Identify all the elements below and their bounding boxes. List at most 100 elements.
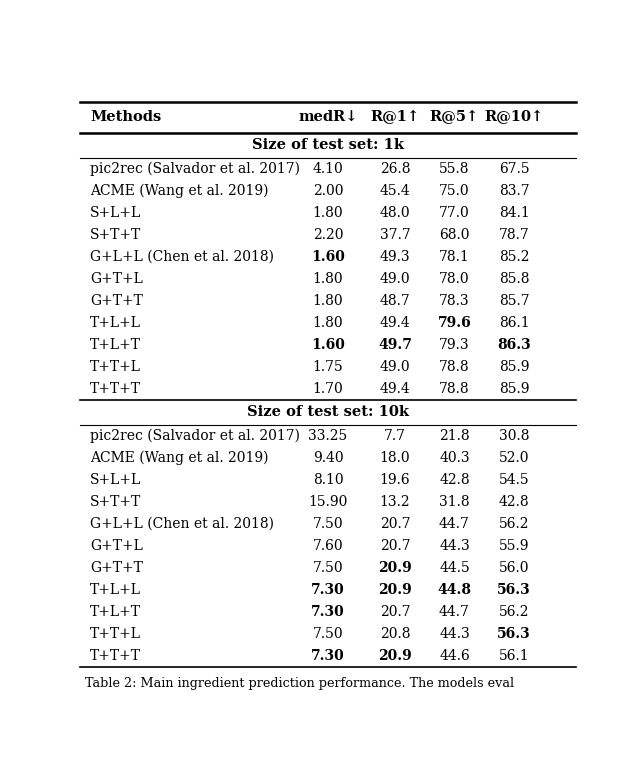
Text: 7.50: 7.50 bbox=[313, 517, 343, 531]
Text: Methods: Methods bbox=[90, 111, 161, 124]
Text: 49.0: 49.0 bbox=[380, 272, 410, 286]
Text: 1.75: 1.75 bbox=[312, 360, 344, 374]
Text: S+T+T: S+T+T bbox=[90, 228, 141, 242]
Text: 49.0: 49.0 bbox=[380, 360, 410, 374]
Text: 1.60: 1.60 bbox=[311, 250, 345, 264]
Text: 37.7: 37.7 bbox=[380, 228, 410, 242]
Text: S+T+T: S+T+T bbox=[90, 495, 141, 509]
Text: 85.2: 85.2 bbox=[499, 250, 529, 264]
Text: 79.6: 79.6 bbox=[438, 316, 471, 330]
Text: 44.7: 44.7 bbox=[439, 517, 470, 531]
Text: 48.7: 48.7 bbox=[380, 294, 410, 308]
Text: 85.9: 85.9 bbox=[499, 360, 529, 374]
Text: medR↓: medR↓ bbox=[298, 111, 358, 124]
Text: 56.2: 56.2 bbox=[499, 605, 529, 619]
Text: 31.8: 31.8 bbox=[439, 495, 470, 509]
Text: 85.7: 85.7 bbox=[499, 294, 529, 308]
Text: 86.3: 86.3 bbox=[497, 338, 531, 352]
Text: 7.7: 7.7 bbox=[384, 429, 406, 443]
Text: 48.0: 48.0 bbox=[380, 206, 410, 220]
Text: 78.0: 78.0 bbox=[439, 272, 470, 286]
Text: 44.3: 44.3 bbox=[439, 627, 470, 641]
Text: ACME (Wang et al. 2019): ACME (Wang et al. 2019) bbox=[90, 451, 268, 465]
Text: 19.6: 19.6 bbox=[380, 473, 410, 487]
Text: 49.3: 49.3 bbox=[380, 250, 410, 264]
Text: 67.5: 67.5 bbox=[499, 162, 529, 175]
Text: Size of test set: 1k: Size of test set: 1k bbox=[252, 138, 404, 152]
Text: 78.1: 78.1 bbox=[439, 250, 470, 264]
Text: 20.9: 20.9 bbox=[378, 561, 412, 575]
Text: 1.80: 1.80 bbox=[313, 206, 343, 220]
Text: 7.30: 7.30 bbox=[311, 605, 345, 619]
Text: 42.8: 42.8 bbox=[439, 473, 470, 487]
Text: 45.4: 45.4 bbox=[380, 184, 410, 198]
Text: 44.8: 44.8 bbox=[438, 583, 472, 597]
Text: 8.10: 8.10 bbox=[313, 473, 343, 487]
Text: 40.3: 40.3 bbox=[439, 451, 470, 465]
Text: 75.0: 75.0 bbox=[439, 184, 470, 198]
Text: 55.9: 55.9 bbox=[499, 539, 529, 553]
Text: 77.0: 77.0 bbox=[439, 206, 470, 220]
Text: T+T+L: T+T+L bbox=[90, 360, 141, 374]
Text: T+T+T: T+T+T bbox=[90, 649, 141, 663]
Text: Size of test set: 10k: Size of test set: 10k bbox=[247, 405, 409, 420]
Text: 7.50: 7.50 bbox=[313, 627, 343, 641]
Text: S+L+L: S+L+L bbox=[90, 206, 141, 220]
Text: 42.8: 42.8 bbox=[499, 495, 529, 509]
Text: 7.30: 7.30 bbox=[311, 649, 345, 663]
Text: 56.1: 56.1 bbox=[499, 649, 529, 663]
Text: 1.80: 1.80 bbox=[313, 316, 343, 330]
Text: Table 2: Main ingredient prediction performance. The models eval: Table 2: Main ingredient prediction perf… bbox=[85, 677, 514, 690]
Text: 13.2: 13.2 bbox=[380, 495, 410, 509]
Text: R@1↑: R@1↑ bbox=[371, 110, 420, 124]
Text: 78.8: 78.8 bbox=[439, 382, 470, 396]
Text: T+L+T: T+L+T bbox=[90, 338, 141, 352]
Text: 21.8: 21.8 bbox=[439, 429, 470, 443]
Text: 44.5: 44.5 bbox=[439, 561, 470, 575]
Text: 49.7: 49.7 bbox=[378, 338, 412, 352]
Text: 2.00: 2.00 bbox=[313, 184, 343, 198]
Text: 7.60: 7.60 bbox=[313, 539, 343, 553]
Text: pic2rec (Salvador et al. 2017): pic2rec (Salvador et al. 2017) bbox=[90, 429, 300, 443]
Text: R@5↑: R@5↑ bbox=[430, 110, 479, 124]
Text: 44.7: 44.7 bbox=[439, 605, 470, 619]
Text: 30.8: 30.8 bbox=[499, 429, 529, 443]
Text: 84.1: 84.1 bbox=[499, 206, 529, 220]
Text: T+T+T: T+T+T bbox=[90, 382, 141, 396]
Text: G+L+L (Chen et al. 2018): G+L+L (Chen et al. 2018) bbox=[90, 517, 274, 531]
Text: 86.1: 86.1 bbox=[499, 316, 529, 330]
Text: 52.0: 52.0 bbox=[499, 451, 529, 465]
Text: T+L+T: T+L+T bbox=[90, 605, 141, 619]
Text: ACME (Wang et al. 2019): ACME (Wang et al. 2019) bbox=[90, 183, 268, 198]
Text: R@10↑: R@10↑ bbox=[484, 110, 543, 124]
Text: 44.3: 44.3 bbox=[439, 539, 470, 553]
Text: pic2rec (Salvador et al. 2017): pic2rec (Salvador et al. 2017) bbox=[90, 162, 300, 175]
Text: 1.60: 1.60 bbox=[311, 338, 345, 352]
Text: 56.2: 56.2 bbox=[499, 517, 529, 531]
Text: 2.20: 2.20 bbox=[313, 228, 343, 242]
Text: 85.9: 85.9 bbox=[499, 382, 529, 396]
Text: 33.25: 33.25 bbox=[308, 429, 348, 443]
Text: 20.8: 20.8 bbox=[380, 627, 410, 641]
Text: 7.50: 7.50 bbox=[313, 561, 343, 575]
Text: T+L+L: T+L+L bbox=[90, 316, 141, 330]
Text: 78.7: 78.7 bbox=[499, 228, 529, 242]
Text: 1.80: 1.80 bbox=[313, 272, 343, 286]
Text: T+T+L: T+T+L bbox=[90, 627, 141, 641]
Text: 55.8: 55.8 bbox=[439, 162, 470, 175]
Text: 7.30: 7.30 bbox=[311, 583, 345, 597]
Text: G+T+L: G+T+L bbox=[90, 539, 143, 553]
Text: S+L+L: S+L+L bbox=[90, 473, 141, 487]
Text: 20.7: 20.7 bbox=[380, 517, 410, 531]
Text: 18.0: 18.0 bbox=[380, 451, 410, 465]
Text: 26.8: 26.8 bbox=[380, 162, 410, 175]
Text: 4.10: 4.10 bbox=[312, 162, 344, 175]
Text: 20.9: 20.9 bbox=[378, 583, 412, 597]
Text: 1.70: 1.70 bbox=[312, 382, 344, 396]
Text: 78.3: 78.3 bbox=[439, 294, 470, 308]
Text: 56.3: 56.3 bbox=[497, 627, 531, 641]
Text: G+T+L: G+T+L bbox=[90, 272, 143, 286]
Text: 79.3: 79.3 bbox=[439, 338, 470, 352]
Text: 9.40: 9.40 bbox=[313, 451, 343, 465]
Text: 49.4: 49.4 bbox=[380, 316, 410, 330]
